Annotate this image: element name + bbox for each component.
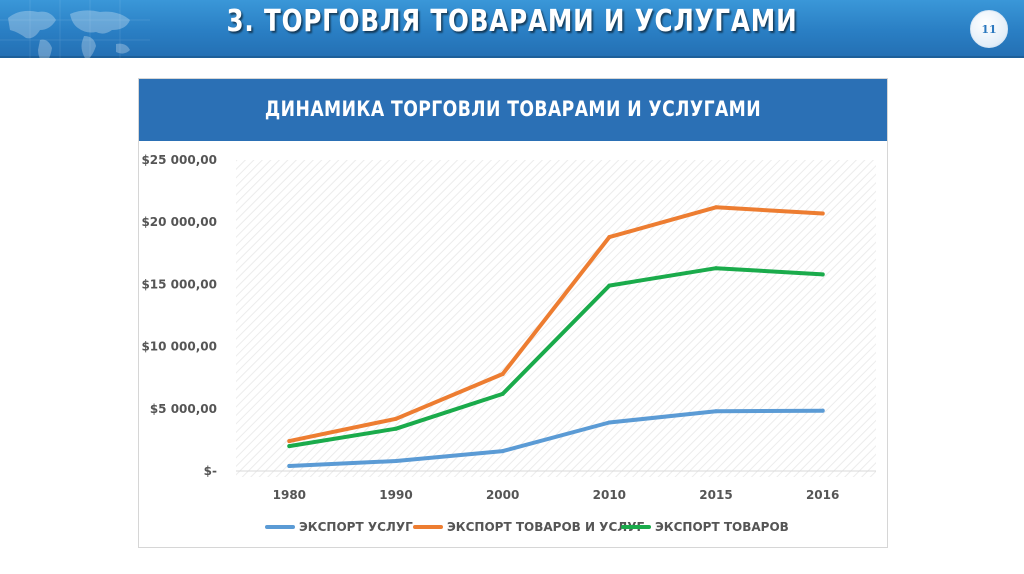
x-tick-label: 2010 bbox=[593, 488, 626, 502]
legend-label: ЭКСПОРТ ТОВАРОВ И УСЛУГ bbox=[447, 520, 644, 534]
series-layer bbox=[287, 205, 825, 469]
data-point bbox=[714, 205, 718, 210]
data-point bbox=[287, 464, 292, 469]
x-tick-label: 2000 bbox=[486, 488, 519, 502]
data-point bbox=[820, 211, 825, 216]
data-point bbox=[714, 266, 718, 271]
world-map-icon bbox=[0, 0, 150, 80]
series-line-0 bbox=[287, 408, 825, 468]
data-point bbox=[607, 235, 612, 240]
data-point bbox=[394, 426, 398, 431]
y-tick-label: $15 000,00 bbox=[141, 277, 217, 291]
data-point bbox=[820, 408, 825, 413]
data-point bbox=[820, 272, 825, 277]
legend-label: ЭКСПОРТ УСЛУГ bbox=[299, 520, 413, 534]
series-line-1 bbox=[287, 205, 825, 444]
x-tick-label: 2015 bbox=[699, 488, 732, 502]
x-tick-label: 1990 bbox=[379, 488, 412, 502]
chart-panel: ДИНАМИКА ТОРГОВЛИ ТОВАРАМИ И УСЛУГАМИ $-… bbox=[138, 78, 888, 548]
line-chart: $- $5 000,00 $10 000,00 $15 000,00 $20 000,0… bbox=[141, 153, 876, 534]
legend-label: ЭКСПОРТ ТОВАРОВ bbox=[655, 520, 789, 534]
page-title: 3. ТОРГОВЛЯ ТОВАРАМИ И УСЛУГАМИ bbox=[226, 4, 798, 39]
page-number-badge: 11 bbox=[970, 10, 1008, 48]
chart-header: ДИНАМИКА ТОРГОВЛИ ТОВАРАМИ И УСЛУГАМИ bbox=[139, 79, 887, 141]
y-axis: $- $5 000,00 $10 000,00 $15 000,00 $20 000,0… bbox=[141, 153, 217, 478]
top-banner: 3. ТОРГОВЛЯ ТОВАРАМИ И УСЛУГАМИ 11 bbox=[0, 0, 1024, 80]
data-point bbox=[287, 439, 292, 444]
data-point bbox=[500, 371, 505, 376]
x-tick-label: 1980 bbox=[273, 488, 306, 502]
data-point bbox=[287, 444, 292, 449]
data-point bbox=[394, 416, 398, 421]
plot-area bbox=[236, 160, 876, 477]
y-tick-label: $10 000,00 bbox=[141, 340, 217, 354]
y-tick-label: $- bbox=[204, 464, 217, 478]
page-number: 11 bbox=[981, 22, 997, 36]
data-point bbox=[500, 449, 505, 454]
data-point bbox=[607, 420, 612, 425]
legend: ЭКСПОРТ УСЛУГ ЭКСПОРТ ТОВАРОВ И УСЛУГ ЭКСП… bbox=[265, 520, 789, 534]
data-point bbox=[394, 459, 398, 464]
y-tick-label: $25 000,00 bbox=[141, 153, 217, 167]
data-point bbox=[607, 283, 612, 288]
series-line-2 bbox=[287, 266, 825, 449]
y-tick-label: $5 000,00 bbox=[150, 402, 217, 416]
y-tick-label: $20 000,00 bbox=[141, 215, 217, 229]
x-axis: 1980 1990 2000 2010 2015 2016 bbox=[236, 470, 876, 502]
x-tick-label: 2016 bbox=[806, 488, 839, 502]
data-point bbox=[500, 391, 505, 396]
chart-title: ДИНАМИКА ТОРГОВЛИ ТОВАРАМИ И УСЛУГАМИ bbox=[264, 97, 762, 121]
data-point bbox=[714, 409, 718, 414]
